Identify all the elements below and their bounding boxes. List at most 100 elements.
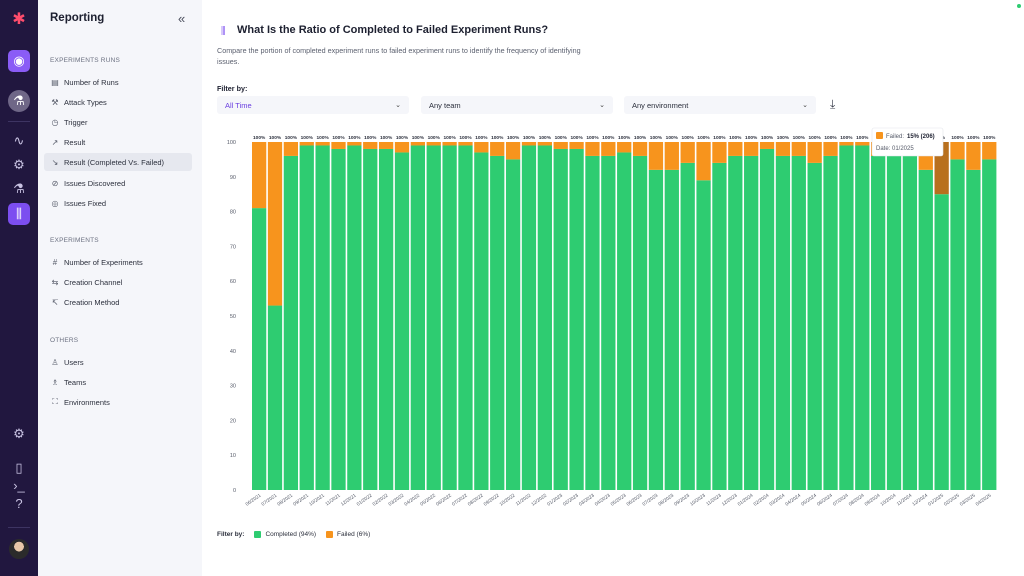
terminal-icon[interactable]: ›_ <box>13 477 25 493</box>
issues-fixed-icon: ◎ <box>51 198 59 208</box>
experiments-icon[interactable]: ◉ <box>8 50 30 72</box>
avatar[interactable] <box>9 539 29 559</box>
bar-completed <box>585 155 600 491</box>
x-tick-label: 08/2024 <box>848 493 866 508</box>
x-tick-label: 04/2023 <box>594 493 612 508</box>
x-tick-label: 01/2022 <box>356 493 374 508</box>
bar-total-label: 100% <box>459 135 472 141</box>
bar-completed <box>982 159 997 490</box>
bar-total-label: 100% <box>745 135 758 141</box>
help-icon[interactable]: ? <box>15 495 23 511</box>
legend-failed-label[interactable]: Failed (6%) <box>337 531 371 538</box>
bar-completed <box>299 145 314 491</box>
sidebar-item-creation-method[interactable]: ↸ Creation Method <box>44 293 192 311</box>
teams-icon: ♗ <box>51 377 59 387</box>
logo-icon[interactable]: ✱ <box>12 11 26 28</box>
x-tick-label: 06/2023 <box>626 493 644 508</box>
lab-icon[interactable]: ⚗ <box>13 181 25 196</box>
bar-completed <box>569 148 584 490</box>
bar-completed <box>617 152 632 490</box>
x-tick-label: 03/2024 <box>768 493 786 508</box>
sidebar-item-number-of-experiments[interactable]: # Number of Experiments <box>44 253 192 271</box>
bar-completed <box>267 305 283 490</box>
settings-icon[interactable]: ⚙ <box>13 426 25 441</box>
environment-filter-value: Any environment <box>632 100 689 110</box>
time-filter-select[interactable]: All Time ⌄ <box>217 96 409 114</box>
bar-failed <box>696 142 711 181</box>
sidebar-item-result[interactable]: ↗ Result <box>44 133 192 151</box>
bar-failed <box>299 142 314 146</box>
bar-failed <box>267 142 283 306</box>
bar-total-label: 100% <box>332 135 345 141</box>
bar-completed <box>331 148 346 490</box>
trigger-icon: ◷ <box>51 117 59 127</box>
sidebar-title: Reporting <box>50 12 105 24</box>
bar-completed <box>283 155 299 491</box>
bar-failed <box>378 142 394 149</box>
environments-icon: ⛶ <box>52 397 58 406</box>
bar-failed <box>553 142 568 149</box>
section-heading-others: OTHERS <box>50 337 79 344</box>
legend-failed-swatch[interactable] <box>326 531 334 538</box>
status-dot <box>1017 4 1021 8</box>
x-tick-label: 01/2023 <box>546 493 564 508</box>
sidebar-item-creation-channel[interactable]: ⇆ Creation Channel <box>44 273 192 291</box>
sidebar-item-environments[interactable]: ⛶ Environments <box>44 393 192 411</box>
sidebar-item-issues-fixed[interactable]: ◎ Issues Fixed <box>44 194 192 212</box>
legend-label: Filter by: <box>217 531 245 538</box>
sidebar-item-result-completed-vs-failed[interactable]: ↘ Result (Completed Vs. Failed) <box>44 153 192 171</box>
flask-icon[interactable]: ⚗ <box>8 90 30 112</box>
x-tick-label: 01/2025 <box>927 493 945 508</box>
bar-total-label: 100% <box>634 135 647 141</box>
bar-total-label: 100% <box>523 135 536 141</box>
bar-failed <box>283 142 299 156</box>
x-tick-label: 06/2024 <box>816 493 834 508</box>
bar-failed <box>950 142 965 160</box>
sidebar-item-label: Environments <box>64 397 110 407</box>
bar-completed <box>728 155 743 491</box>
bar-completed <box>442 145 457 491</box>
x-tick-label: 09/2024 <box>864 493 882 508</box>
legend-completed-swatch[interactable] <box>254 531 262 538</box>
bar-completed <box>378 148 394 490</box>
bar-total-label: 100% <box>666 135 679 141</box>
bar-completed <box>712 162 727 490</box>
sidebar-item-users[interactable]: ♙ Users <box>44 353 192 371</box>
y-tick-label: 70 <box>230 244 236 250</box>
team-filter-select[interactable]: Any team ⌄ <box>421 96 613 114</box>
tooltip-value: 15% (206) <box>907 134 935 140</box>
user-icon: ♙ <box>51 357 59 367</box>
divider <box>8 121 30 122</box>
bar-failed <box>394 142 410 153</box>
bar-total-label: 100% <box>793 135 806 141</box>
bar-failed <box>585 142 600 156</box>
sidebar-item-teams[interactable]: ♗ Teams <box>44 373 192 391</box>
collapse-icon[interactable]: « <box>178 11 186 26</box>
y-tick-label: 60 <box>230 279 236 285</box>
bar-completed <box>966 169 981 490</box>
bar-total-label: 100% <box>951 135 964 141</box>
bar-total-label: 100% <box>253 135 266 141</box>
sidebar-item-trigger[interactable]: ◷ Trigger <box>44 113 192 131</box>
y-tick-label: 50 <box>230 314 236 320</box>
x-tick-label: 04/2024 <box>784 493 802 508</box>
bar-completed <box>410 145 425 491</box>
sidebar-item-label: Result (Completed Vs. Failed) <box>64 157 165 167</box>
docs-icon[interactable]: ▯ <box>15 460 23 475</box>
bar-total-label: 100% <box>602 135 615 141</box>
sidebar-item-number-of-runs[interactable]: ▤ Number of Runs <box>44 73 192 91</box>
sidebar-item-issues-discovered[interactable]: ⊘ Issues Discovered <box>44 174 192 192</box>
activity-icon[interactable]: ∿ <box>13 133 25 148</box>
attack-icon[interactable]: ⚙ <box>13 157 25 172</box>
reporting-icon[interactable]: ⫼ <box>8 203 30 225</box>
bar-total-label: 100% <box>856 135 869 141</box>
hash-icon: # <box>52 257 58 267</box>
x-tick-label: 05/2023 <box>610 493 628 508</box>
legend-completed-label[interactable]: Completed (94%) <box>265 531 317 538</box>
download-icon[interactable]: ⤓ <box>830 97 836 111</box>
bar-failed <box>410 142 425 146</box>
bar-total-label: 100% <box>824 135 837 141</box>
sidebar-item-attack-types[interactable]: ⚒ Attack Types <box>44 93 192 111</box>
environment-filter-select[interactable]: Any environment ⌄ <box>624 96 816 114</box>
bar-completed <box>474 152 489 490</box>
